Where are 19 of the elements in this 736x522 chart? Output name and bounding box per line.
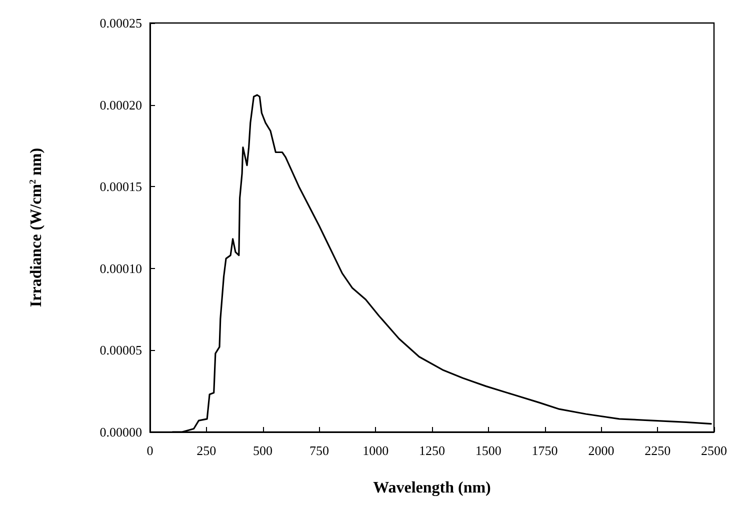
y-tick-label: 0.00005 — [100, 342, 142, 358]
y-tick-label: 0.00015 — [100, 179, 142, 194]
x-tick-label: 1000 — [362, 443, 389, 458]
x-tick-label: 2000 — [588, 443, 614, 458]
y-tick-label: 0.00000 — [100, 424, 142, 440]
x-tick-label: 1500 — [475, 443, 502, 458]
y-tick-label: 0.00025 — [100, 16, 142, 30]
x-tick-label: 750 — [309, 443, 329, 458]
x-tick-label: 500 — [253, 443, 273, 458]
x-tick-label: 250 — [196, 443, 216, 458]
x-tick-label: 0 — [146, 443, 154, 458]
y-tick-label: 0.00010 — [100, 260, 142, 276]
y-axis-title: Irradiance (W/cm2 nm) — [28, 148, 45, 308]
x-tick-label: 1750 — [532, 443, 558, 458]
x-tick-label: 2500 — [701, 443, 727, 458]
y-tick-label: 0.00020 — [100, 97, 142, 112]
x-tick-label: 1250 — [419, 443, 445, 458]
x-tick-label: 2250 — [644, 443, 671, 458]
x-axis-title: Wavelength (nm) — [373, 480, 491, 496]
